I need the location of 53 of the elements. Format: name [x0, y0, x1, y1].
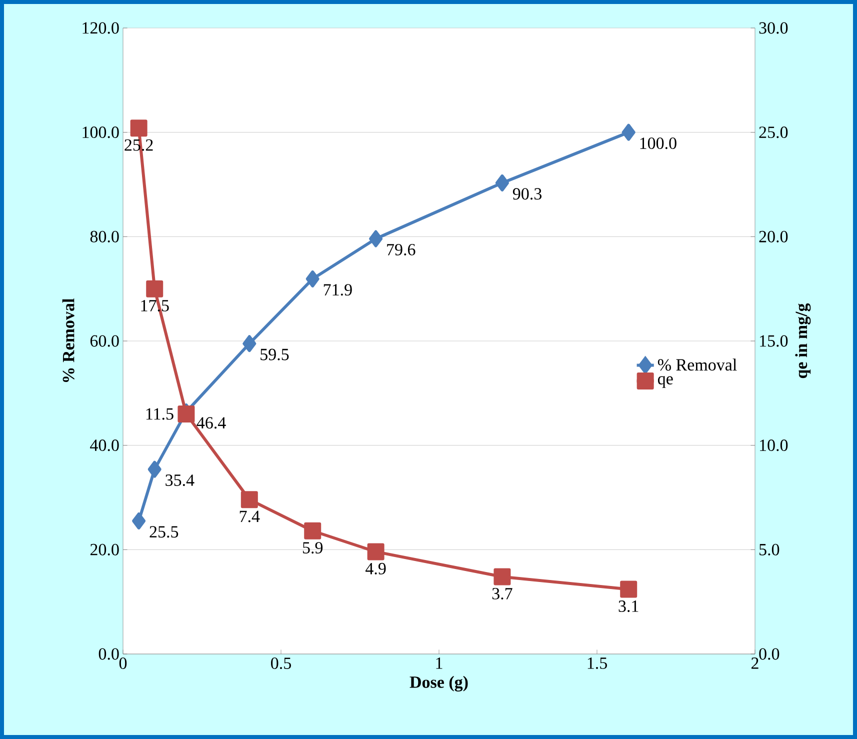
point: [146, 280, 164, 298]
point: [620, 580, 638, 598]
point: [132, 512, 146, 530]
data-label: 79.6: [387, 244, 416, 256]
data-label: 100.0: [640, 138, 676, 150]
point: [367, 543, 384, 560]
y-tick-label: 20.0: [90, 544, 119, 556]
y-tick-label: 40.0: [90, 440, 119, 452]
legend-label: % Removal: [658, 358, 737, 371]
point: [242, 335, 256, 352]
point: [622, 124, 636, 141]
data-label: 25.5: [150, 526, 178, 538]
point: [369, 230, 383, 248]
y-axis-title: % Removal: [62, 298, 74, 382]
data-label: 7.4: [240, 510, 260, 522]
y-tick-label: 60.0: [90, 335, 119, 347]
y2-axis-title: qe in mg/g: [795, 303, 811, 378]
data-label: 35.4: [166, 474, 194, 486]
y-tick-label: 80.0: [90, 230, 119, 242]
y2-tick-label: 30.0: [759, 22, 788, 34]
y2-tick-label: 0.0: [759, 648, 780, 660]
y2-tick-label: 10.0: [760, 440, 788, 452]
point: [240, 491, 258, 508]
data-label: 4.9: [366, 562, 386, 574]
x-tick-label: 0.5: [271, 658, 291, 670]
data-label: 59.5: [260, 348, 289, 360]
point: [306, 270, 320, 288]
point: [130, 120, 148, 137]
data-label: 71.9: [324, 284, 352, 296]
data-label: 3.1: [618, 600, 638, 612]
point: [178, 406, 195, 423]
x-tick-label: 0: [119, 658, 127, 669]
data-label: 90.3: [512, 188, 542, 200]
y2-tick-label: 25.0: [759, 126, 788, 138]
y-tick-label: 120.0: [82, 22, 119, 34]
legend-label: qe: [658, 376, 673, 388]
point: [494, 568, 511, 586]
x-axis-title: Dose (g): [410, 676, 468, 692]
data-label: 11.5: [146, 408, 174, 420]
data-label: 46.4: [196, 417, 226, 429]
y-tick-label: 100.0: [82, 126, 119, 138]
point: [495, 174, 509, 192]
x-tick-label: 1.5: [588, 658, 607, 669]
y2-tick-label: 5.0: [760, 544, 780, 556]
x-tick-label: 2: [752, 658, 758, 669]
y-tick-label: 0.0: [98, 648, 119, 660]
x-tick-label: 1: [436, 658, 442, 669]
data-label: 5.9: [302, 542, 323, 554]
y2-tick-label: 20.0: [759, 230, 788, 242]
point: [304, 522, 322, 540]
y2-tick-label: 15.0: [760, 335, 788, 347]
point: [148, 460, 162, 478]
data-label: 3.7: [492, 588, 512, 600]
